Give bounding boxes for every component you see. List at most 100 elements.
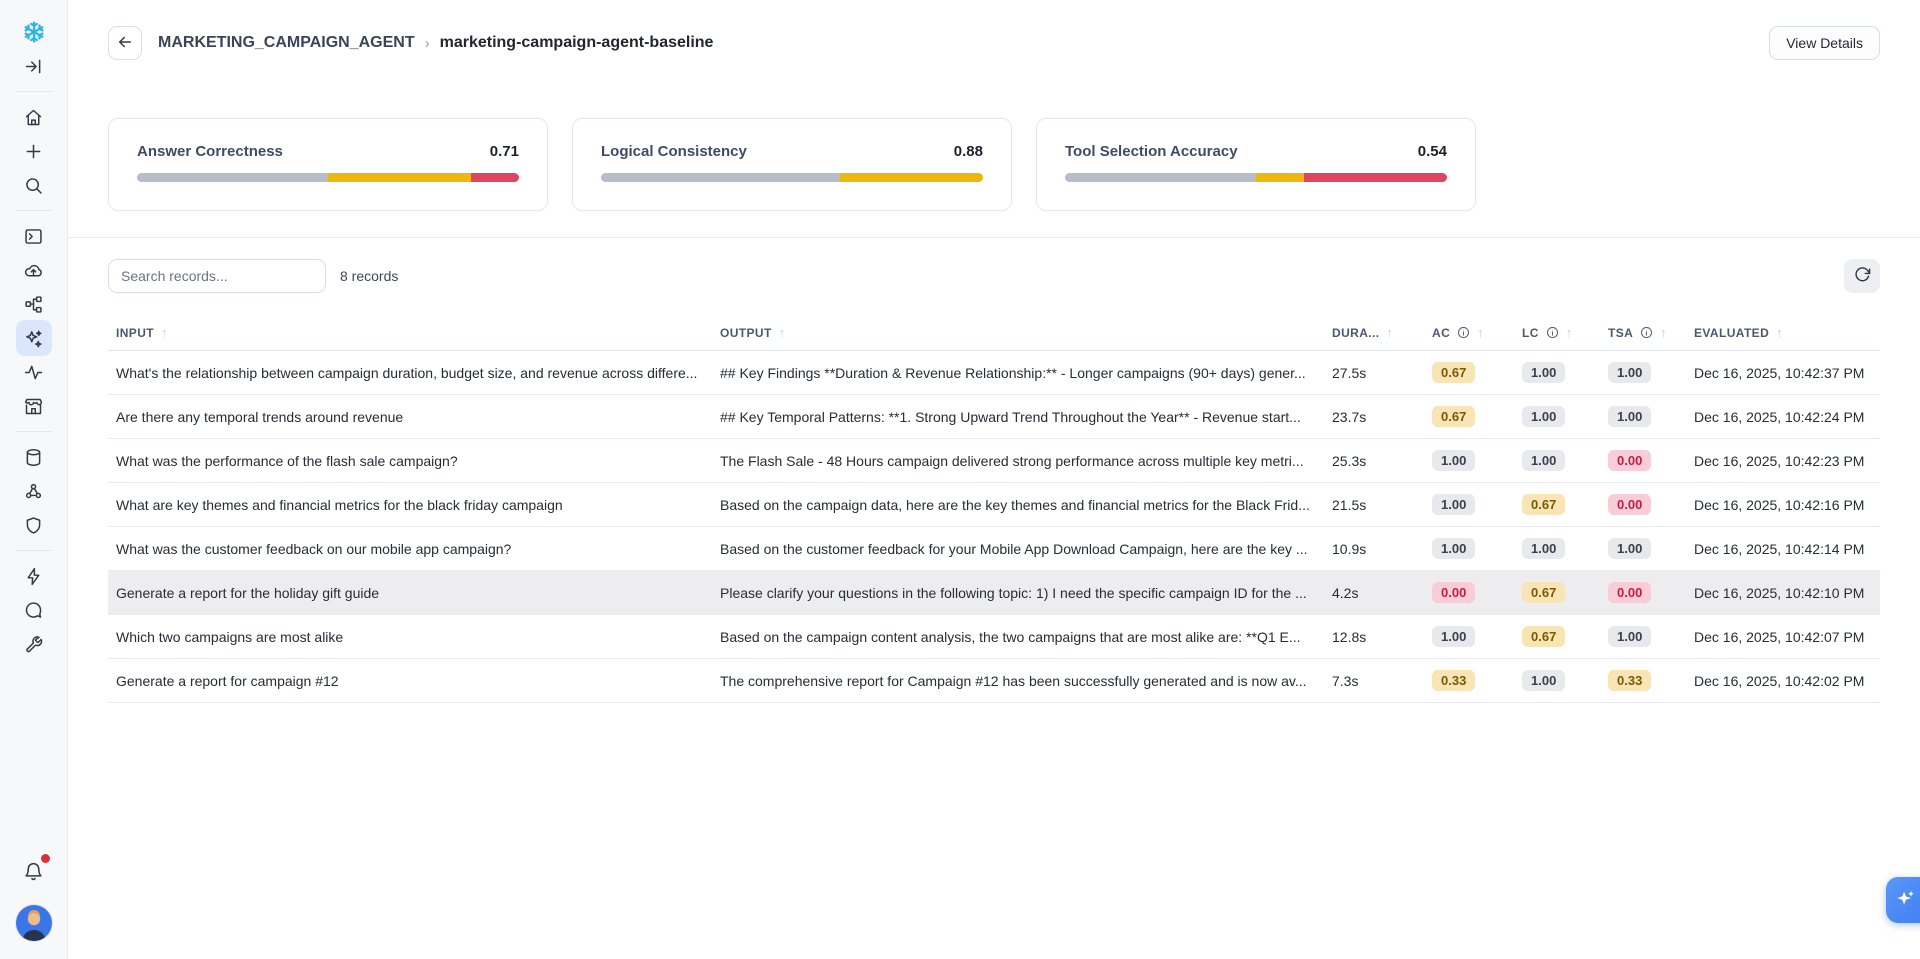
column-header-lc[interactable]: LC ↑ xyxy=(1514,325,1600,340)
sort-arrow-icon[interactable]: ↑ xyxy=(1477,325,1485,340)
tsa-cell: 0.00 xyxy=(1600,450,1686,471)
breadcrumb-parent[interactable]: MARKETING_CAMPAIGN_AGENT xyxy=(158,34,415,51)
metric-bar-segment-pass xyxy=(1065,173,1256,182)
column-label: LC xyxy=(1522,325,1539,340)
user-avatar[interactable] xyxy=(15,905,52,941)
sort-arrow-icon[interactable]: ↑ xyxy=(161,325,168,340)
input-cell: What was the performance of the flash sa… xyxy=(116,452,458,469)
lc-score-badge: 0.67 xyxy=(1522,582,1566,603)
refresh-icon xyxy=(1854,266,1871,286)
sidebar-item-collaboration[interactable] xyxy=(16,473,52,509)
sidebar-logo[interactable] xyxy=(16,14,52,50)
sidebar-item-panel-toggle[interactable] xyxy=(16,48,52,84)
output-cell: Based on the campaign content analysis, … xyxy=(720,628,1301,645)
refresh-button[interactable] xyxy=(1844,259,1880,293)
table-row[interactable]: Generate a report for campaign #12 The co… xyxy=(108,659,1880,703)
duration-cell: 12.8s xyxy=(1332,628,1367,645)
metric-bar-segment-fail xyxy=(471,173,519,182)
lc-score-badge: 1.00 xyxy=(1522,406,1566,427)
input-cell: Generate a report for campaign #12 xyxy=(116,672,339,689)
lc-score-badge: 1.00 xyxy=(1522,670,1566,691)
column-header-dura[interactable]: DURA... ↑ xyxy=(1324,325,1424,340)
sidebar-item-create-new[interactable] xyxy=(16,133,52,169)
pipelines-icon xyxy=(23,294,44,315)
table-body: What's the relationship between campaign… xyxy=(108,351,1880,703)
table-row[interactable]: Which two campaigns are most alike Based … xyxy=(108,615,1880,659)
column-header-ac[interactable]: AC ↑ xyxy=(1424,325,1514,340)
sidebar-item-search[interactable] xyxy=(16,167,52,203)
table-row[interactable]: What's the relationship between campaign… xyxy=(108,351,1880,395)
table-row[interactable]: What was the performance of the flash sa… xyxy=(108,439,1880,483)
input-cell: Generate a report for the holiday gift g… xyxy=(116,584,380,601)
sidebar xyxy=(0,0,68,959)
sort-arrow-icon[interactable]: ↑ xyxy=(1776,325,1784,340)
lc-cell: 1.00 xyxy=(1514,450,1600,471)
metric-bar-segment-fail xyxy=(1303,173,1447,182)
back-button[interactable] xyxy=(108,26,142,60)
search-input[interactable] xyxy=(108,259,326,293)
table-row[interactable]: Generate a report for the holiday gift g… xyxy=(108,571,1880,615)
tsa-cell: 1.00 xyxy=(1600,362,1686,383)
info-icon[interactable] xyxy=(1457,326,1470,339)
column-header-output[interactable]: OUTPUT ↑ xyxy=(712,325,1324,340)
duration-cell: 4.2s xyxy=(1332,584,1359,601)
ac-cell: 1.00 xyxy=(1424,494,1514,515)
column-header-input[interactable]: INPUT ↑ xyxy=(108,325,712,340)
metric-bar-segment-pass xyxy=(137,173,328,182)
lc-score-badge: 1.00 xyxy=(1522,538,1566,559)
evaluated-cell: Dec 16, 2025, 10:42:37 PM xyxy=(1694,364,1865,381)
table-row[interactable]: What was the customer feedback on our mo… xyxy=(108,527,1880,571)
sort-arrow-icon[interactable]: ↑ xyxy=(1660,325,1668,340)
ac-score-badge: 0.67 xyxy=(1432,406,1476,427)
search-icon xyxy=(23,175,44,196)
sidebar-item-worksheets[interactable] xyxy=(16,218,52,254)
cloud-upload-icon xyxy=(23,260,44,281)
sidebar-item-marketplace[interactable] xyxy=(16,388,52,424)
sidebar-item-pipelines[interactable] xyxy=(16,286,52,322)
sidebar-divider xyxy=(15,210,52,211)
sidebar-item-automation-bolt[interactable] xyxy=(16,558,52,594)
lc-score-badge: 1.00 xyxy=(1522,362,1566,383)
view-details-button[interactable]: View Details xyxy=(1769,26,1880,60)
input-cell: What was the customer feedback on our mo… xyxy=(116,540,512,557)
sidebar-item-activity[interactable] xyxy=(16,354,52,390)
assistant-button[interactable] xyxy=(1886,877,1920,923)
tsa-cell: 1.00 xyxy=(1600,538,1686,559)
section-divider xyxy=(68,237,1920,238)
lc-cell: 0.67 xyxy=(1514,582,1600,603)
info-icon[interactable] xyxy=(1640,326,1653,339)
column-label: EVALUATED xyxy=(1694,325,1770,340)
notifications-button[interactable] xyxy=(16,853,52,889)
ac-score-badge: 1.00 xyxy=(1432,626,1476,647)
sort-arrow-icon[interactable]: ↑ xyxy=(1386,325,1394,340)
output-cell: The comprehensive report for Campaign #1… xyxy=(720,672,1307,689)
sort-arrow-icon[interactable]: ↑ xyxy=(1565,325,1573,340)
sidebar-item-governance-shield[interactable] xyxy=(16,507,52,543)
column-header-evaluated[interactable]: EVALUATED ↑ xyxy=(1686,325,1880,340)
table-row[interactable]: Are there any temporal trends around rev… xyxy=(108,395,1880,439)
column-label: TSA xyxy=(1608,325,1634,340)
main-content: MARKETING_CAMPAIGN_AGENT › marketing-cam… xyxy=(68,0,1920,959)
sidebar-item-tools-wrench[interactable] xyxy=(16,626,52,662)
metric-title: Tool Selection Accuracy xyxy=(1065,143,1238,160)
ac-score-badge: 0.33 xyxy=(1432,670,1476,691)
column-header-tsa[interactable]: TSA ↑ xyxy=(1600,325,1686,340)
metric-value: 0.88 xyxy=(953,143,983,160)
sidebar-item-cloud-upload[interactable] xyxy=(16,252,52,288)
evaluated-cell: Dec 16, 2025, 10:42:14 PM xyxy=(1694,540,1865,557)
duration-cell: 10.9s xyxy=(1332,540,1367,557)
metric-value: 0.71 xyxy=(489,143,519,160)
table-row[interactable]: What are key themes and financial metric… xyxy=(108,483,1880,527)
sidebar-item-database[interactable] xyxy=(16,439,52,475)
sort-arrow-icon[interactable]: ↑ xyxy=(778,325,786,340)
info-icon[interactable] xyxy=(1546,326,1559,339)
input-cell: Which two campaigns are most alike xyxy=(116,628,344,645)
sidebar-item-home[interactable] xyxy=(16,99,52,135)
duration-cell: 21.5s xyxy=(1332,496,1367,513)
ai-ml-icon xyxy=(23,328,44,349)
sidebar-item-support-chat[interactable] xyxy=(16,592,52,628)
lc-score-badge: 0.67 xyxy=(1522,494,1566,515)
sidebar-item-ai-ml[interactable] xyxy=(15,320,52,356)
ac-cell: 1.00 xyxy=(1424,626,1514,647)
ac-cell: 0.67 xyxy=(1424,406,1514,427)
